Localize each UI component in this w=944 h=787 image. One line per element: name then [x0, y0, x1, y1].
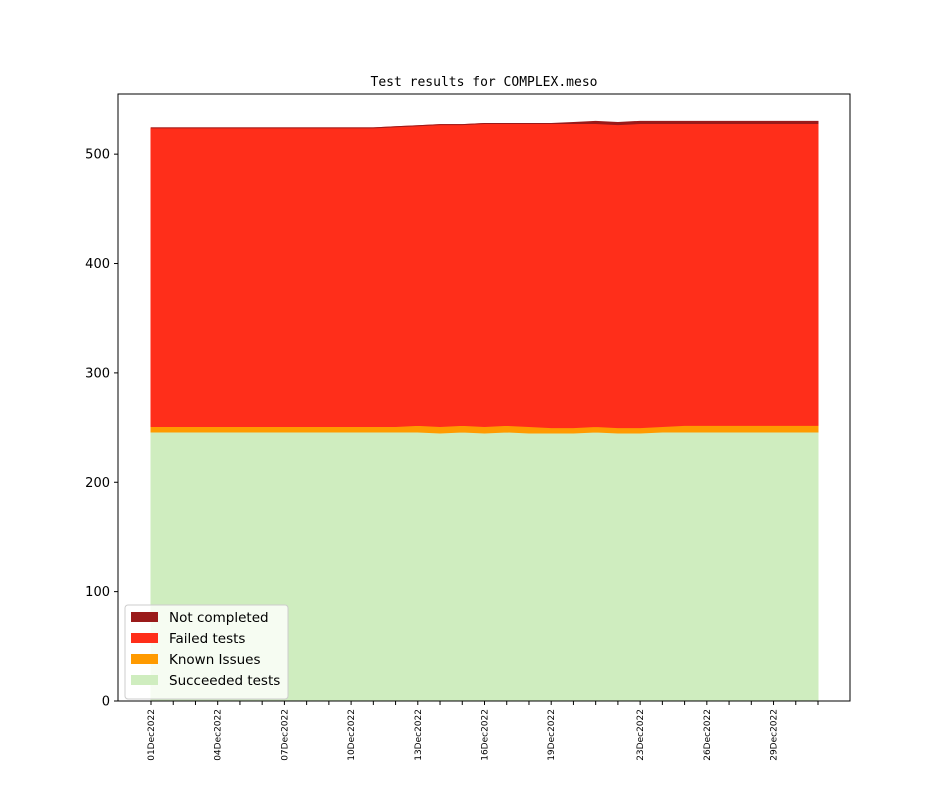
x-tick-label: 13Dec2022 — [414, 709, 424, 761]
x-tick-label: 10Dec2022 — [347, 709, 357, 761]
legend-swatch — [131, 633, 158, 643]
legend-swatch — [131, 675, 158, 685]
x-tick-label: 16Dec2022 — [481, 709, 491, 761]
legend-label: Succeeded tests — [169, 673, 280, 689]
y-tick-label: 100 — [85, 585, 110, 600]
x-tick-label: 26Dec2022 — [703, 709, 713, 761]
area-layers — [150, 120, 819, 702]
y-tick-label: 400 — [85, 257, 110, 272]
x-tick-label: 01Dec2022 — [147, 709, 157, 761]
plot-frame — [117, 93, 851, 702]
x-tick-label: 29Dec2022 — [770, 709, 780, 761]
y-tick-label: 500 — [85, 148, 110, 163]
y-tick-label: 300 — [85, 366, 110, 381]
y-axis: 0 100 200 300 400 500 — [85, 148, 118, 710]
legend-swatch — [131, 612, 158, 622]
chart-title: Test results for COMPLEX.meso — [371, 75, 598, 90]
legend-label: Known Issues — [169, 652, 261, 668]
area-failed-tests — [150, 123, 819, 429]
legend: Not completed Failed tests Known Issues Suc… — [124, 604, 289, 700]
x-tick-label: 04Dec2022 — [214, 709, 224, 761]
legend-label: Not completed — [169, 610, 269, 626]
x-tick-label: 07Dec2022 — [280, 709, 290, 761]
area-not-completed — [151, 120, 819, 129]
legend-box — [124, 604, 289, 700]
y-tick-label: 200 — [85, 476, 110, 491]
legend-swatch — [131, 654, 158, 664]
legend-label: Failed tests — [169, 631, 245, 647]
x-tick-label: 19Dec2022 — [547, 709, 557, 761]
x-axis: 01Dec2022 04Dec2022 07Dec2022 10Dec2022 13De… — [147, 701, 819, 761]
x-tick-label: 23Dec2022 — [636, 709, 646, 761]
y-tick-label: 0 — [102, 695, 110, 710]
